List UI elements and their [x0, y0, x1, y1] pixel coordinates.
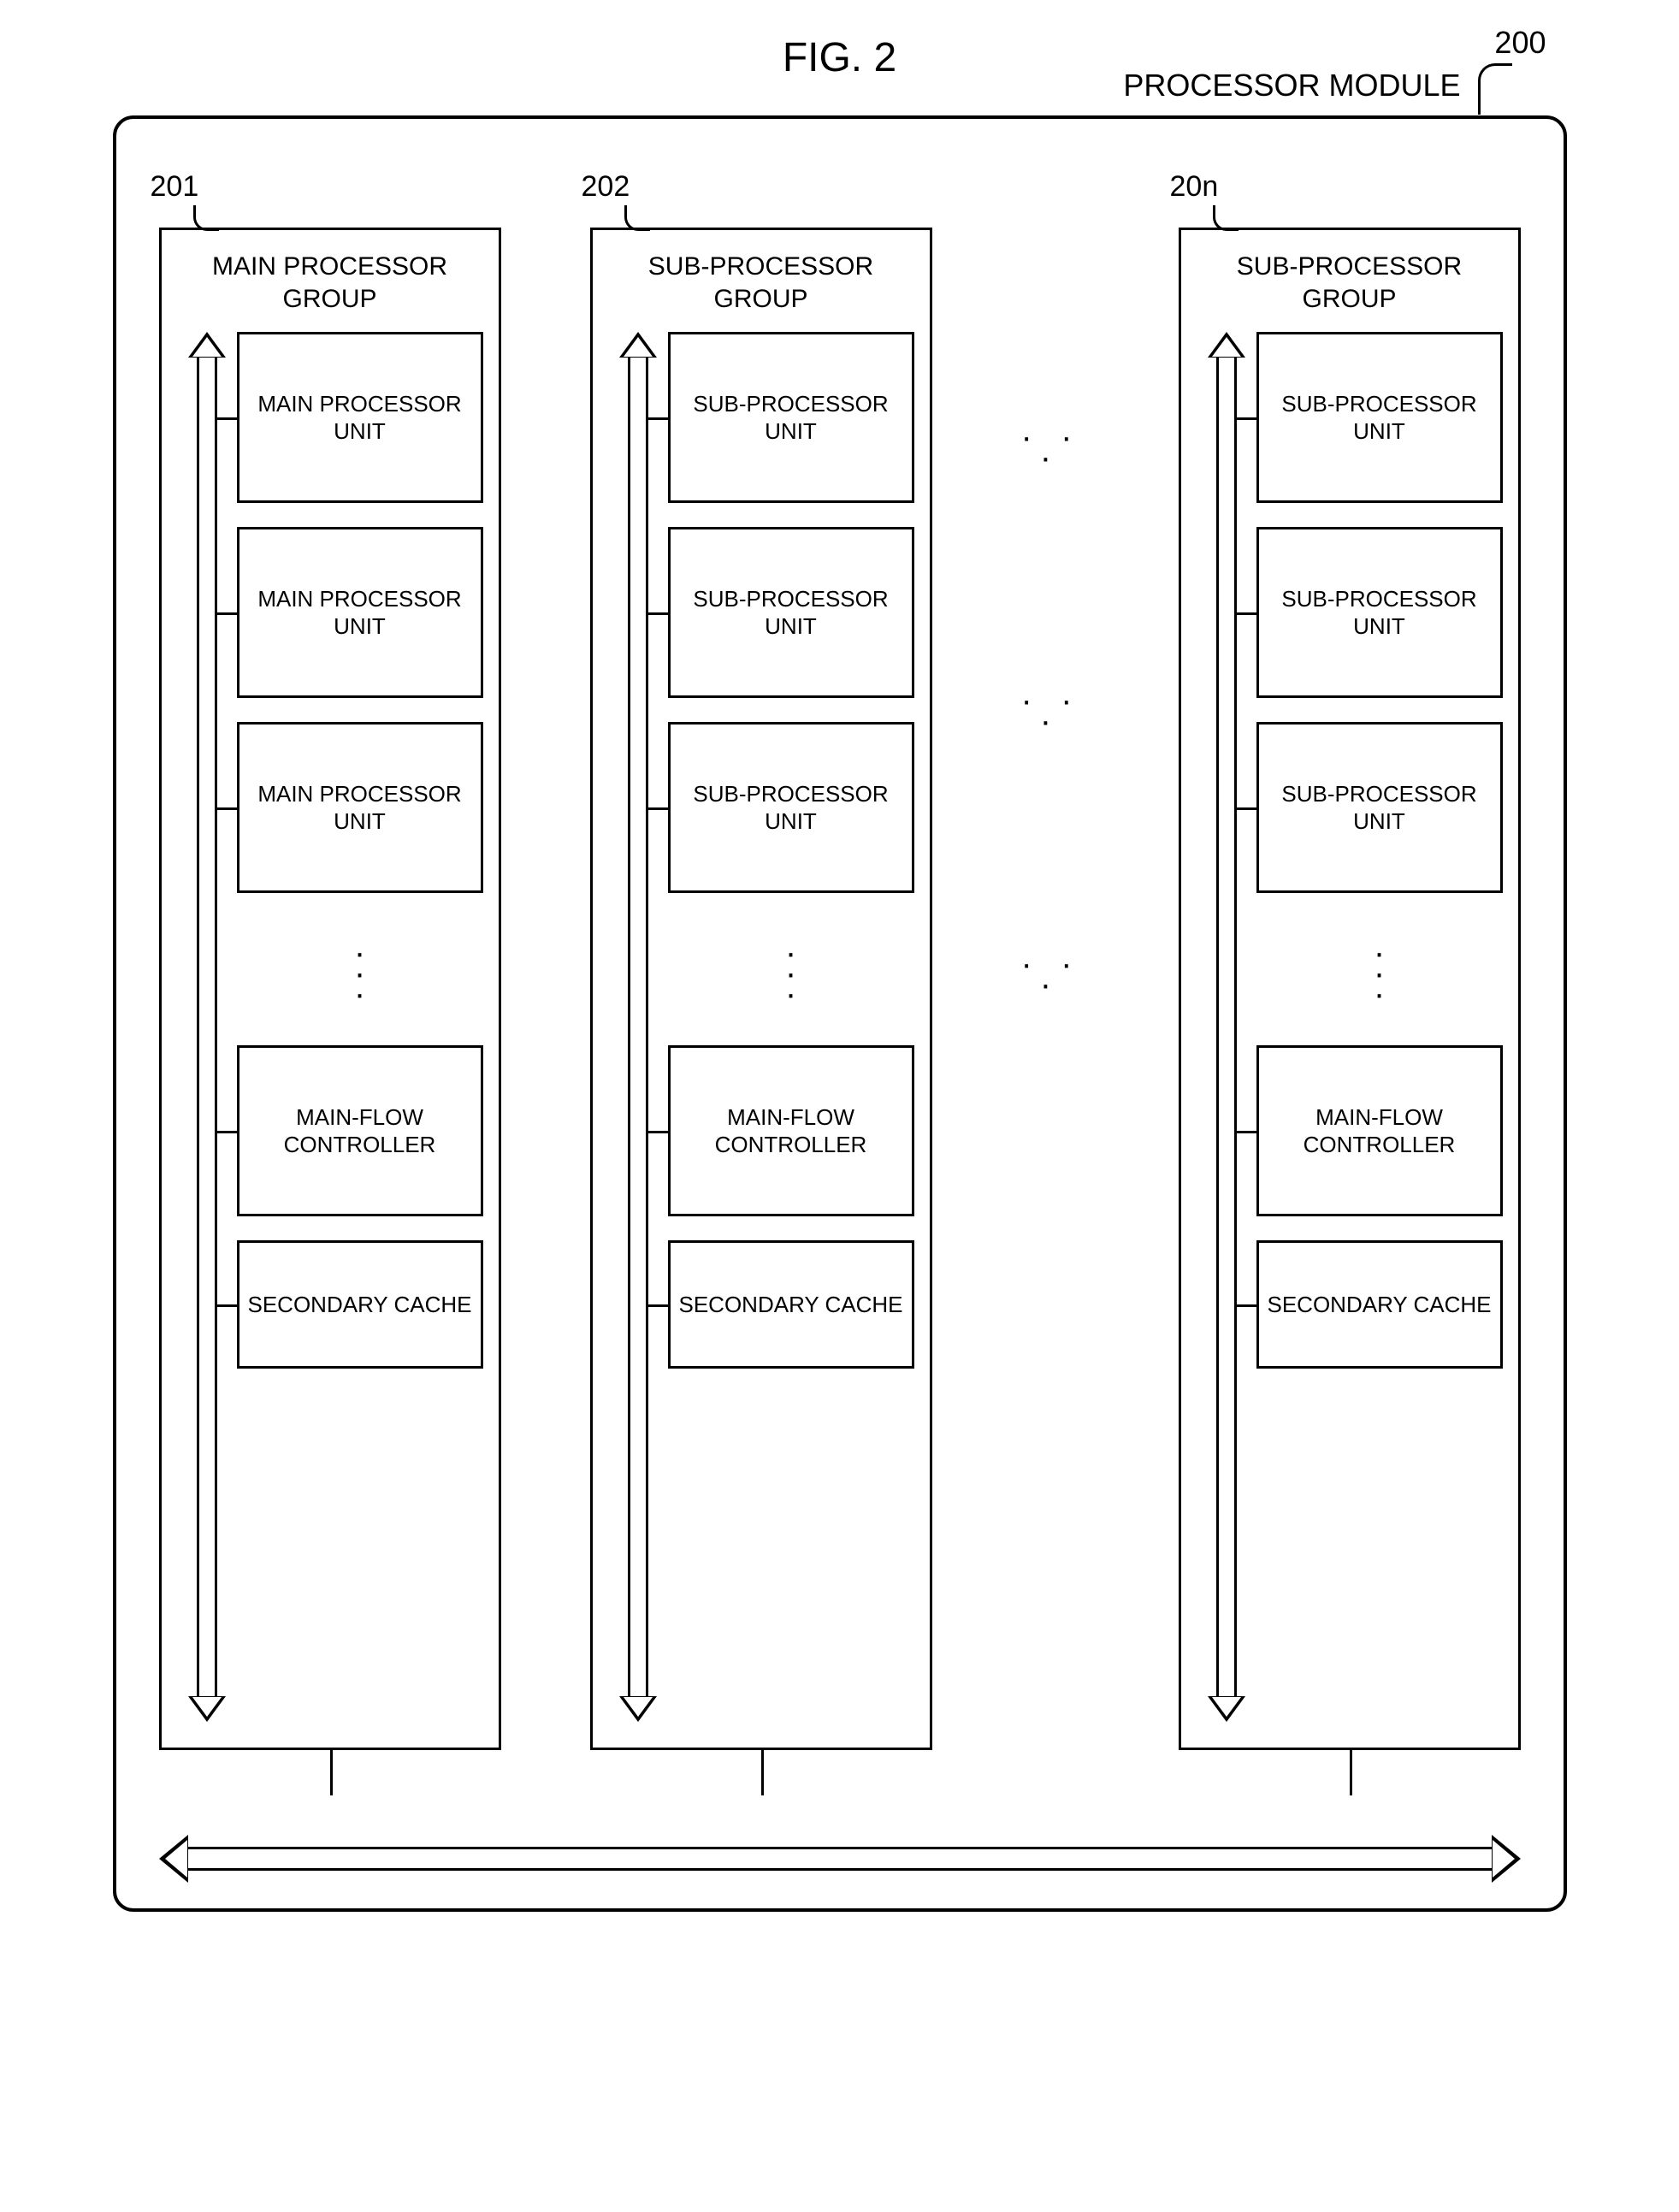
group-inner: SUB-PROCESSOR UNIT SUB-PROCESSOR UNIT SU…: [1197, 332, 1503, 1722]
group-title-201: MAIN PROCESSOR GROUP: [212, 251, 447, 315]
module-ref-leader: [1478, 63, 1512, 115]
sub-processor-group-wrap-202: 202 SUB-PROCESSOR GROUP SUB-PROCESSOR UN…: [590, 170, 932, 1750]
block-label: SUB-PROCESSOR UNIT: [1281, 585, 1476, 641]
group-bus-connector: [330, 1748, 333, 1795]
main-flow-controller: MAIN-FLOW CONTROLLER: [237, 1045, 483, 1216]
main-flow-controller: MAIN-FLOW CONTROLLER: [668, 1045, 914, 1216]
sub-processor-unit: SUB-PROCESSOR UNIT: [1256, 332, 1503, 503]
vertical-ellipsis-icon: ···: [668, 917, 914, 1021]
sub-processor-unit: SUB-PROCESSOR UNIT: [668, 332, 914, 503]
block-label: MAIN PROCESSOR UNIT: [257, 390, 461, 446]
groups-row: 201 MAIN PROCESSOR GROUP MAIN PROCESSOR …: [159, 170, 1521, 1823]
main-processor-group: MAIN PROCESSOR GROUP MAIN PROCESSOR UNIT…: [159, 228, 501, 1750]
processor-module-frame: 200 PROCESSOR MODULE 201 MAIN PROCESSOR …: [113, 115, 1567, 1912]
group-ref-202: 202: [582, 170, 630, 204]
module-ref-number: 200: [1494, 25, 1546, 61]
group-title-line1: SUB-PROCESSOR: [1237, 252, 1462, 281]
blocks-column: SUB-PROCESSOR UNIT SUB-PROCESSOR UNIT SU…: [1256, 332, 1503, 1722]
group-inner: MAIN PROCESSOR UNIT MAIN PROCESSOR UNIT …: [177, 332, 483, 1722]
main-processor-unit: MAIN PROCESSOR UNIT: [237, 527, 483, 698]
main-processor-group-wrap: 201 MAIN PROCESSOR GROUP MAIN PROCESSOR …: [159, 170, 501, 1750]
group-ref-201: 201: [151, 170, 199, 204]
secondary-cache: SECONDARY CACHE: [237, 1240, 483, 1369]
block-label: MAIN PROCESSOR UNIT: [257, 780, 461, 836]
block-label: SUB-PROCESSOR UNIT: [1281, 780, 1476, 836]
horizontal-ellipsis-icon: · · · · · · · · ·: [1021, 170, 1090, 995]
vertical-ellipsis-icon: ···: [1256, 917, 1503, 1021]
sub-processor-group-202: SUB-PROCESSOR GROUP SUB-PROCESSOR UNIT S…: [590, 228, 932, 1750]
block-label: MAIN PROCESSOR UNIT: [257, 585, 461, 641]
sub-processor-unit: SUB-PROCESSOR UNIT: [668, 722, 914, 893]
sub-processor-unit: SUB-PROCESSOR UNIT: [1256, 722, 1503, 893]
vertical-ellipsis-icon: ···: [237, 917, 483, 1021]
horizontal-bus-icon: [159, 1835, 1521, 1883]
block-label: SECONDARY CACHE: [1268, 1291, 1492, 1319]
block-label: SUB-PROCESSOR UNIT: [693, 390, 888, 446]
block-label: MAIN-FLOW CONTROLLER: [715, 1103, 867, 1159]
block-label: SECONDARY CACHE: [679, 1291, 903, 1319]
block-label: SUB-PROCESSOR UNIT: [693, 780, 888, 836]
secondary-cache: SECONDARY CACHE: [668, 1240, 914, 1369]
group-title-line2: GROUP: [1302, 285, 1396, 313]
blocks-column: MAIN PROCESSOR UNIT MAIN PROCESSOR UNIT …: [237, 332, 483, 1722]
main-processor-unit: MAIN PROCESSOR UNIT: [237, 722, 483, 893]
figure-title: FIG. 2: [783, 34, 896, 81]
block-label: SUB-PROCESSOR UNIT: [1281, 390, 1476, 446]
group-title-line1: SUB-PROCESSOR: [648, 252, 873, 281]
horizontal-bus: [159, 1835, 1521, 1883]
vertical-bus-icon: [1208, 332, 1245, 1722]
group-title-20n: SUB-PROCESSOR GROUP: [1237, 251, 1462, 315]
group-title-line1: MAIN PROCESSOR: [212, 252, 447, 281]
sub-processor-unit: SUB-PROCESSOR UNIT: [668, 527, 914, 698]
block-label: MAIN-FLOW CONTROLLER: [284, 1103, 436, 1159]
sub-processor-group-wrap-20n: 20n SUB-PROCESSOR GROUP SUB-PROCESSOR UN…: [1179, 170, 1521, 1750]
sub-processor-unit: SUB-PROCESSOR UNIT: [1256, 527, 1503, 698]
group-title-202: SUB-PROCESSOR GROUP: [648, 251, 873, 315]
sub-processor-group-20n: SUB-PROCESSOR GROUP SUB-PROCESSOR UNIT S…: [1179, 228, 1521, 1750]
group-bus-connector: [761, 1748, 764, 1795]
vertical-bus-icon: [619, 332, 657, 1722]
group-inner: SUB-PROCESSOR UNIT SUB-PROCESSOR UNIT SU…: [608, 332, 914, 1722]
block-label: MAIN-FLOW CONTROLLER: [1304, 1103, 1456, 1159]
vertical-bus-col: [1197, 332, 1256, 1722]
blocks-column: SUB-PROCESSOR UNIT SUB-PROCESSOR UNIT SU…: [668, 332, 914, 1722]
secondary-cache: SECONDARY CACHE: [1256, 1240, 1503, 1369]
group-title-line2: GROUP: [713, 285, 807, 313]
group-ref-20n: 20n: [1170, 170, 1219, 204]
block-label: SUB-PROCESSOR UNIT: [693, 585, 888, 641]
main-processor-unit: MAIN PROCESSOR UNIT: [237, 332, 483, 503]
vertical-bus-col: [608, 332, 668, 1722]
vertical-bus-col: [177, 332, 237, 1722]
module-label: PROCESSOR MODULE: [1123, 68, 1460, 104]
group-title-line2: GROUP: [282, 285, 376, 313]
block-label: SECONDARY CACHE: [248, 1291, 472, 1319]
group-bus-connector: [1350, 1748, 1352, 1795]
main-flow-controller: MAIN-FLOW CONTROLLER: [1256, 1045, 1503, 1216]
vertical-bus-icon: [188, 332, 226, 1722]
